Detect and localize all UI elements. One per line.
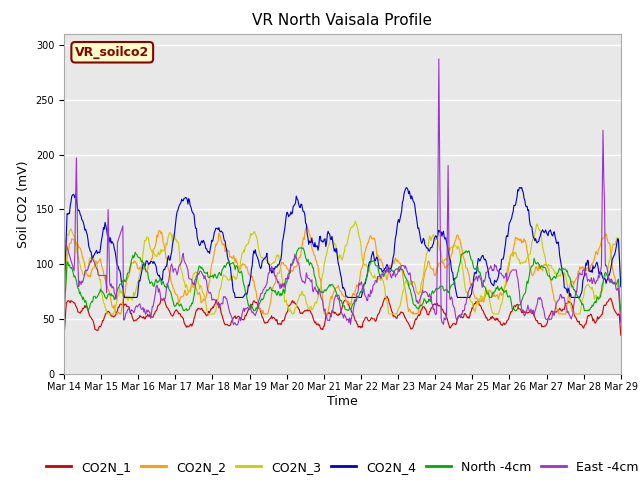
CO2N_3 <box>128 297 136 303</box>
CO2N_1 <box>428 305 435 311</box>
CO2N_3 <box>70 233 78 239</box>
Line: CO2N_4: CO2N_4 <box>64 188 621 298</box>
CO2N_3 <box>214 295 222 301</box>
CO2N_4 <box>412 209 419 215</box>
North -4cm <box>617 308 625 313</box>
CO2N_4 <box>617 284 625 290</box>
Line: East -4cm: East -4cm <box>64 59 621 325</box>
CO2N_4 <box>403 185 410 191</box>
CO2N_1 <box>411 318 419 324</box>
CO2N_4 <box>70 192 78 198</box>
North -4cm <box>214 275 221 281</box>
Title: VR North Vaisala Profile: VR North Vaisala Profile <box>252 13 433 28</box>
Y-axis label: Soil CO2 (mV): Soil CO2 (mV) <box>17 160 30 248</box>
CO2N_1 <box>127 311 135 316</box>
CO2N_2 <box>184 291 192 297</box>
CO2N_2 <box>303 223 311 229</box>
North -4cm <box>411 303 419 309</box>
East -4cm <box>70 268 78 274</box>
Line: CO2N_2: CO2N_2 <box>64 226 621 314</box>
East -4cm <box>60 234 68 240</box>
CO2N_2 <box>70 237 78 243</box>
CO2N_4 <box>128 295 136 300</box>
CO2N_4 <box>120 295 128 300</box>
East -4cm <box>214 302 221 308</box>
CO2N_3 <box>428 234 436 240</box>
CO2N_3 <box>60 301 68 307</box>
Line: CO2N_3: CO2N_3 <box>64 221 621 314</box>
North -4cm <box>127 258 135 264</box>
Text: VR_soilco2: VR_soilco2 <box>75 46 149 59</box>
East -4cm <box>232 322 240 328</box>
North -4cm <box>296 245 303 251</box>
CO2N_4 <box>214 227 222 232</box>
North -4cm <box>184 307 192 313</box>
East -4cm <box>428 294 435 300</box>
CO2N_3 <box>351 218 359 224</box>
East -4cm <box>617 320 625 326</box>
North -4cm <box>428 293 435 299</box>
CO2N_3 <box>104 311 111 317</box>
CO2N_2 <box>127 261 135 266</box>
Line: North -4cm: North -4cm <box>64 248 621 311</box>
East -4cm <box>435 56 443 62</box>
CO2N_1 <box>184 324 192 330</box>
CO2N_1 <box>214 299 221 304</box>
Legend: CO2N_1, CO2N_2, CO2N_3, CO2N_4, North -4cm, East -4cm: CO2N_1, CO2N_2, CO2N_3, CO2N_4, North -4… <box>41 456 640 479</box>
CO2N_3 <box>185 289 193 295</box>
North -4cm <box>60 308 68 313</box>
CO2N_2 <box>214 239 221 245</box>
CO2N_1 <box>383 293 391 299</box>
CO2N_1 <box>60 333 68 339</box>
CO2N_1 <box>617 332 625 338</box>
Line: CO2N_1: CO2N_1 <box>64 296 621 336</box>
North -4cm <box>70 274 78 280</box>
East -4cm <box>411 290 419 296</box>
CO2N_3 <box>412 284 419 289</box>
East -4cm <box>184 267 192 273</box>
CO2N_2 <box>60 311 68 317</box>
CO2N_4 <box>428 245 436 251</box>
CO2N_2 <box>411 311 419 317</box>
CO2N_2 <box>428 265 435 271</box>
CO2N_4 <box>185 196 193 202</box>
CO2N_4 <box>60 293 68 299</box>
CO2N_1 <box>70 300 78 306</box>
X-axis label: Time: Time <box>327 395 358 408</box>
CO2N_2 <box>617 311 625 317</box>
East -4cm <box>127 307 135 312</box>
CO2N_3 <box>617 283 625 288</box>
